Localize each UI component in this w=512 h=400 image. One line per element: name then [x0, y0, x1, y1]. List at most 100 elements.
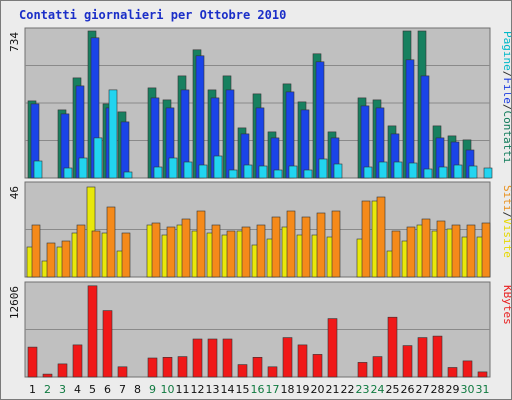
bar-pagine-day-24: [378, 161, 388, 179]
bar-visite-day-15: [241, 226, 251, 278]
bar-pagine-day-6: [108, 89, 118, 179]
bar-pagine-day-25: [393, 161, 403, 179]
legend-bot: KBytes: [501, 285, 511, 325]
bar-pagine-day-5: [93, 137, 103, 179]
bar-kbytes-day-17: [267, 366, 278, 378]
bar-file-day-27: [420, 75, 430, 179]
bar-file-day-9: [150, 97, 160, 179]
legend-item: /: [501, 212, 511, 219]
bar-visite-day-1: [31, 224, 41, 278]
bar-kbytes-day-2: [42, 373, 53, 378]
y-max-label: 734: [8, 32, 21, 52]
bar-kbytes-day-14: [222, 338, 233, 378]
bar-pagine-day-9: [153, 166, 163, 179]
bar-visite-day-2: [46, 242, 56, 278]
y-max-label: 46: [8, 186, 21, 199]
bar-file-day-12: [195, 55, 205, 179]
bar-pagine-day-16: [258, 165, 268, 179]
bar-pagine-day-19: [303, 169, 313, 179]
bar-pagine-day-11: [183, 161, 193, 179]
bar-pagine-day-17: [273, 169, 283, 179]
x-tick-label: 12: [191, 383, 205, 396]
bar-kbytes-day-5: [87, 285, 98, 378]
bar-file-day-26: [405, 59, 415, 179]
x-tick-label: 27: [416, 383, 430, 396]
bar-pagine-day-28: [438, 166, 448, 179]
legend-item: Pagine: [501, 31, 511, 71]
bar-visite-day-28: [436, 220, 446, 278]
x-tick-label: 6: [104, 383, 111, 396]
bar-visite-day-30: [466, 224, 476, 278]
bar-visite-day-3: [61, 240, 71, 278]
legend-item: Visite: [501, 218, 511, 258]
legend-item: /: [501, 104, 511, 111]
bar-visite-day-23: [361, 200, 371, 278]
x-tick-label: 29: [446, 383, 460, 396]
x-tick-label: 19: [296, 383, 310, 396]
bar-visite-day-16: [256, 224, 266, 278]
bar-pagine-day-10: [168, 157, 178, 179]
x-tick-label: 4: [74, 383, 81, 396]
bar-file-day-18: [285, 91, 295, 179]
bar-kbytes-day-11: [177, 356, 188, 378]
bar-kbytes-day-23: [357, 362, 368, 378]
bar-kbytes-day-28: [432, 335, 443, 378]
chart-title: Contatti giornalieri per Ottobre 2010: [19, 8, 287, 22]
bar-visite-day-25: [391, 230, 401, 278]
x-tick-label: 28: [431, 383, 445, 396]
bar-visite-day-7: [121, 232, 131, 278]
x-tick-label: 21: [326, 383, 340, 396]
x-tick-label: 7: [119, 383, 126, 396]
bar-kbytes-day-18: [282, 337, 293, 378]
bar-visite-day-9: [151, 222, 161, 278]
bar-kbytes-day-29: [447, 367, 458, 378]
bar-kbytes-day-21: [327, 318, 338, 378]
bar-kbytes-day-15: [237, 364, 248, 378]
bar-visite-day-27: [421, 218, 431, 278]
legend-top: Pagine/File/Contatti: [501, 31, 511, 163]
bar-visite-day-5: [91, 230, 101, 278]
bar-visite-day-10: [166, 226, 176, 278]
x-tick-label: 26: [401, 383, 415, 396]
bar-pagine-day-30: [468, 165, 478, 179]
bar-kbytes-day-3: [57, 363, 68, 378]
x-tick-label: 5: [89, 383, 96, 396]
x-tick-label: 10: [161, 383, 175, 396]
bar-kbytes-day-9: [147, 357, 158, 378]
x-tick-label: 14: [221, 383, 235, 396]
bar-pagine-day-18: [288, 165, 298, 179]
bar-kbytes-day-27: [417, 337, 428, 378]
bar-pagine-day-23: [363, 166, 373, 179]
bar-pagine-day-15: [243, 164, 253, 179]
x-tick-label: 15: [236, 383, 250, 396]
x-tick-label: 17: [266, 383, 280, 396]
bar-pagine-day-13: [213, 155, 223, 179]
bar-kbytes-day-24: [372, 356, 383, 378]
x-tick-label: 18: [281, 383, 295, 396]
x-tick-label: 20: [311, 383, 325, 396]
bar-visite-day-26: [406, 226, 416, 278]
bar-visite-day-19: [301, 216, 311, 278]
bar-kbytes-day-30: [462, 360, 473, 378]
x-tick-label: 3: [59, 383, 66, 396]
bar-visite-day-21: [331, 210, 341, 278]
legend-item: KBytes: [501, 285, 511, 325]
bar-pagine-day-7: [123, 171, 133, 179]
bar-visite-day-17: [271, 216, 281, 278]
bar-pagine-day-4: [78, 157, 88, 179]
bar-kbytes-day-25: [387, 316, 398, 378]
x-tick-label: 11: [176, 383, 190, 396]
bar-pagine-day-29: [453, 164, 463, 179]
bar-visite-day-18: [286, 210, 296, 278]
legend-item: /: [501, 71, 511, 78]
bar-kbytes-day-7: [117, 366, 128, 378]
y-max-label: 12606: [8, 286, 21, 319]
bar-kbytes-day-10: [162, 356, 173, 378]
bar-kbytes-day-4: [72, 344, 83, 378]
legend-item: Contatti: [501, 111, 511, 164]
x-tick-label: 16: [251, 383, 265, 396]
bar-kbytes-day-19: [297, 344, 308, 378]
bar-pagine-day-21: [333, 163, 343, 179]
